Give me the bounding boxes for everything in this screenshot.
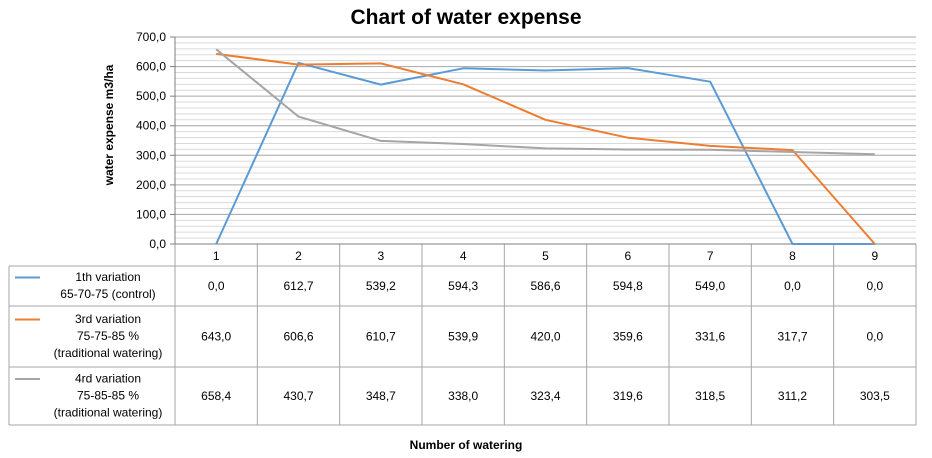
legend-label-line: 1th variation [75, 270, 140, 284]
table-value-cell: 643,0 [201, 330, 231, 344]
table-value-cell: 317,7 [777, 330, 807, 344]
y-tick-label: 100,0 [136, 207, 166, 221]
x-tick-label: 6 [624, 249, 631, 263]
y-tick-label: 600,0 [136, 60, 166, 74]
x-tick-label: 4 [460, 249, 467, 263]
x-tick-label: 1 [213, 249, 220, 263]
legend-label-line: 3rd variation [75, 312, 141, 326]
x-tick-label: 8 [789, 249, 796, 263]
table-value-cell: 311,2 [778, 389, 807, 403]
y-tick-label: 200,0 [136, 178, 166, 192]
legend-label-line: (traditional watering) [54, 346, 163, 360]
legend-label-line: 75-75-85 % [77, 329, 139, 343]
series-line-3 [215, 48, 875, 156]
table-value-cell: 303,5 [860, 389, 890, 403]
table-value-cell: 586,6 [530, 279, 560, 293]
table-value-cell: 0,0 [784, 279, 801, 293]
legend-label-line: 75-85-85 % [77, 389, 139, 403]
table-value-cell: 0,0 [866, 330, 883, 344]
y-tick-label: 700,0 [136, 30, 166, 44]
table-value-cell: 0,0 [866, 279, 883, 293]
table-value-cell: 594,8 [613, 279, 643, 293]
table-value-cell: 359,6 [613, 330, 643, 344]
legend-label-line: (traditional watering) [54, 406, 163, 420]
x-tick-label: 3 [377, 249, 384, 263]
legend-label-line: 65-70-75 (control) [60, 287, 155, 301]
y-tick-label: 300,0 [136, 148, 166, 162]
legend-label-line: 4rd variation [75, 372, 141, 386]
y-tick-label: 0,0 [149, 237, 166, 251]
series-line-1 [215, 61, 875, 245]
x-axis-label: Number of watering [409, 438, 523, 452]
table-value-cell: 348,7 [366, 389, 396, 403]
table-value-cell: 323,4 [530, 389, 560, 403]
table-value-cell: 539,9 [448, 330, 478, 344]
table-value-cell: 318,5 [695, 389, 725, 403]
x-tick-label: 9 [871, 249, 878, 263]
table-value-cell: 612,7 [283, 279, 313, 293]
table-value-cell: 430,7 [283, 389, 313, 403]
table-value-cell: 338,0 [448, 389, 478, 403]
table-value-cell: 331,6 [695, 330, 725, 344]
table-value-cell: 606,6 [283, 330, 313, 344]
table-value-cell: 319,6 [613, 389, 643, 403]
chart-title: Chart of water expense [350, 6, 582, 29]
table-value-cell: 539,2 [366, 279, 396, 293]
table-value-cell: 594,3 [448, 279, 478, 293]
table-value-cell: 420,0 [530, 330, 560, 344]
x-tick-label: 2 [295, 249, 302, 263]
x-tick-label: 7 [707, 249, 714, 263]
x-tick-label: 5 [542, 249, 549, 263]
y-tick-label: 400,0 [136, 119, 166, 133]
table-value-cell: 610,7 [366, 330, 396, 344]
table-value-cell: 549,0 [695, 279, 725, 293]
series-line-2 [216, 52, 876, 245]
table-value-cell: 0,0 [208, 279, 225, 293]
table-value-cell: 658,4 [201, 389, 231, 403]
y-tick-label: 500,0 [136, 89, 166, 103]
